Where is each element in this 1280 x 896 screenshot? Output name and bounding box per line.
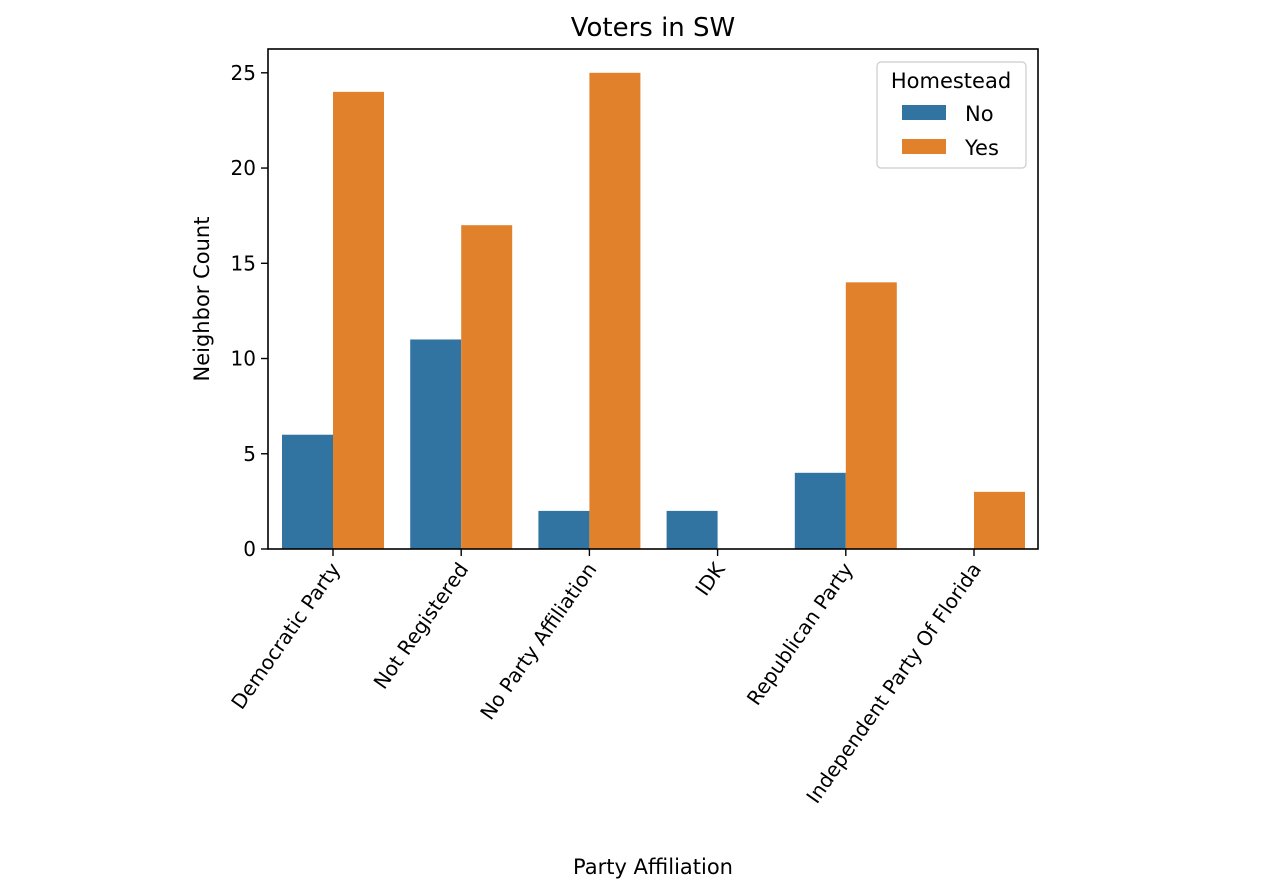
legend-title: Homestead	[891, 69, 1011, 93]
y-tick-label-10: 10	[231, 347, 256, 371]
legend-swatch-yes	[902, 139, 946, 154]
bar-yes-1	[461, 225, 513, 549]
bar-no-3	[666, 510, 718, 549]
x-tick-label-0: Democratic Party	[226, 558, 345, 714]
x-tick-label-2: No Party Affiliation	[475, 558, 601, 724]
y-axis: 0 5 10 15 20 25	[231, 61, 268, 561]
legend: Homestead No Yes	[876, 61, 1027, 169]
bar-no-0	[282, 434, 333, 549]
x-tick-label-4: Republican Party	[742, 558, 858, 710]
bar-yes-0	[333, 91, 384, 549]
x-tick-label-3: IDK	[690, 557, 730, 600]
chart-title: Voters in SW	[571, 13, 736, 43]
y-tick-label-20: 20	[231, 156, 256, 180]
bar-yes-4	[845, 282, 897, 549]
legend-label-yes: Yes	[964, 136, 999, 160]
y-tick-label-5: 5	[243, 442, 256, 466]
bar-no-2	[538, 510, 590, 549]
y-tick-label-15: 15	[231, 251, 256, 275]
x-axis: Democratic Party Not Registered No Party A…	[226, 549, 986, 808]
y-axis-label: Neighbor Count	[190, 217, 214, 382]
x-axis-label: Party Affiliation	[573, 855, 733, 879]
bar-no-4	[794, 472, 846, 549]
bars-layer	[282, 72, 1025, 550]
bar-yes-2	[589, 72, 641, 550]
x-tick-label-1: Not Registered	[369, 558, 474, 693]
legend-swatch-no	[902, 105, 946, 120]
plot-frame	[267, 48, 1039, 550]
legend-label-no: No	[965, 102, 994, 126]
y-tick-label-0: 0	[243, 537, 256, 561]
y-tick-label-25: 25	[231, 61, 256, 85]
bar-yes-5	[974, 491, 1025, 549]
bar-no-1	[410, 339, 462, 549]
